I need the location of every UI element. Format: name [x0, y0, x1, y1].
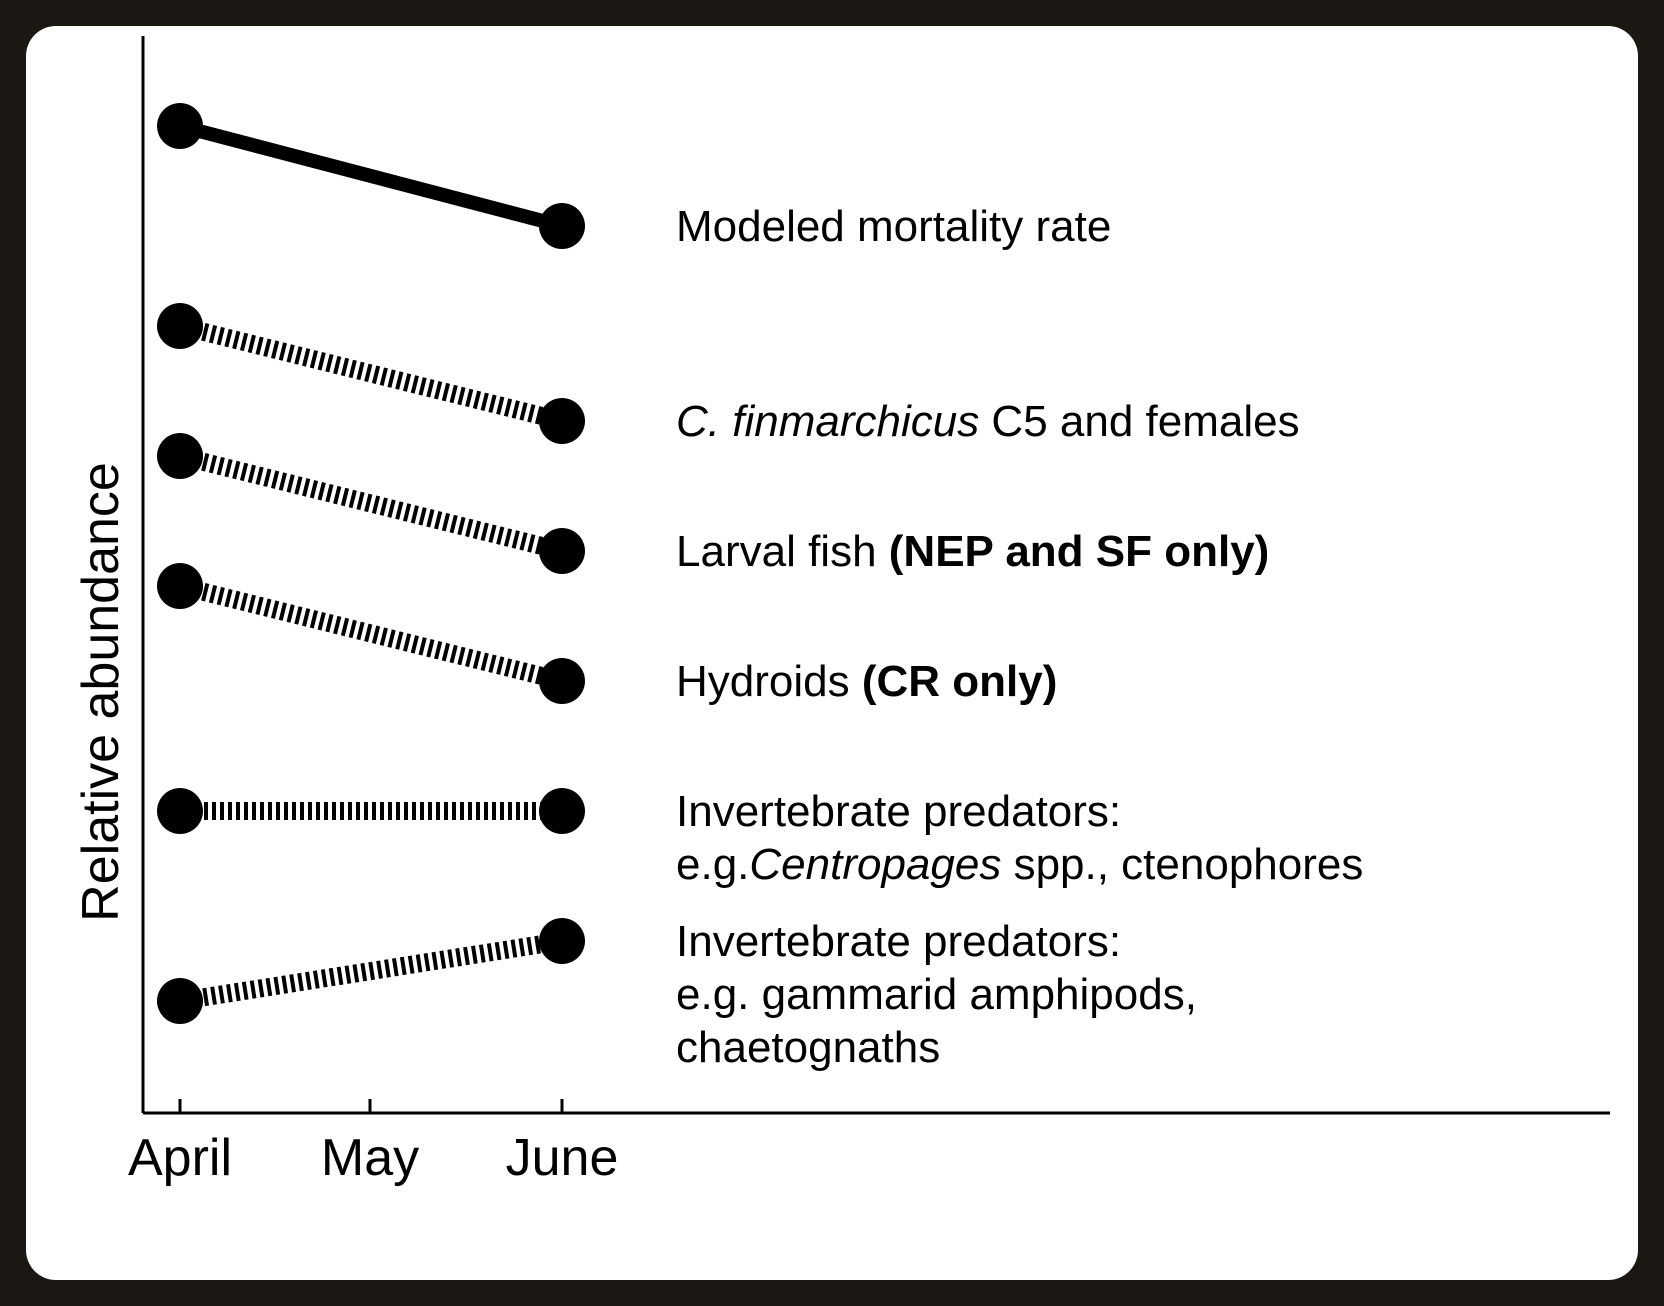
series-label-6-segment: e.g. gammarid amphipods,	[676, 970, 1197, 1019]
series-label-5-segment: spp., ctenophores	[1001, 840, 1363, 889]
series-label-3-segment: Larval fish	[676, 527, 889, 576]
series-line-6	[178, 932, 564, 1010]
series-label-5: Invertebrate predators: e.g.Centropages s…	[676, 787, 1363, 889]
series-markers	[157, 103, 585, 1024]
y-axis-title: Relative abundance	[72, 462, 130, 922]
series-5-point-april	[157, 788, 203, 834]
x-tick-label-june: June	[506, 1129, 619, 1187]
series-label-2-segment: C5 and females	[979, 397, 1299, 446]
series-lines	[177, 119, 565, 1010]
series-label-3-segment: (NEP and SF only)	[889, 527, 1270, 576]
series-2-point-april	[157, 303, 203, 349]
series-4-point-june	[539, 658, 585, 704]
series-1-point-june	[539, 203, 585, 249]
x-axis-ticks: April May June	[128, 1099, 618, 1187]
x-tick-label-may: May	[321, 1129, 419, 1187]
series-2-point-june	[539, 398, 585, 444]
series-label-1-segment: Modeled mortality rate	[676, 202, 1111, 251]
series-4-point-april	[157, 563, 203, 609]
series-label-5-segment: e.g.	[676, 840, 749, 889]
series-label-5-segment: Invertebrate predators:	[676, 787, 1121, 836]
series-label-4-segment: (CR only)	[862, 657, 1058, 706]
series-label-6-segment: chaetognaths	[676, 1023, 940, 1072]
series-3-point-april	[157, 433, 203, 479]
chart-panel: Modeled mortality rate C. finmarchicus C5…	[26, 26, 1638, 1280]
series-5-point-june	[539, 788, 585, 834]
series-label-4: Hydroids (CR only)	[676, 657, 1057, 706]
series-line-2	[177, 317, 565, 430]
series-label-3: Larval fish (NEP and SF only)	[676, 527, 1269, 576]
series-line-4	[177, 577, 565, 690]
series-label-2: C. finmarchicus C5 and females	[676, 397, 1300, 446]
series-label-6: Invertebrate predators: e.g. gammarid amp…	[676, 917, 1197, 1072]
series-3-point-june	[539, 528, 585, 574]
series-line-3	[177, 447, 565, 560]
series-1-point-april	[157, 103, 203, 149]
series-label-5-segment: Centropages	[749, 840, 1001, 889]
x-tick-label-april: April	[128, 1129, 232, 1187]
series-labels: Modeled mortality rate C. finmarchicus C5…	[676, 202, 1363, 1072]
series-label-6-segment: Invertebrate predators:	[676, 917, 1121, 966]
series-line-1	[178, 119, 564, 233]
series-6-point-june	[539, 918, 585, 964]
line-chart: Modeled mortality rate C. finmarchicus C5…	[72, 36, 1610, 1187]
series-label-4-segment: Hydroids	[676, 657, 862, 706]
series-label-2-segment: C. finmarchicus	[676, 397, 979, 446]
series-label-1: Modeled mortality rate	[676, 202, 1111, 251]
series-6-point-april	[157, 978, 203, 1024]
